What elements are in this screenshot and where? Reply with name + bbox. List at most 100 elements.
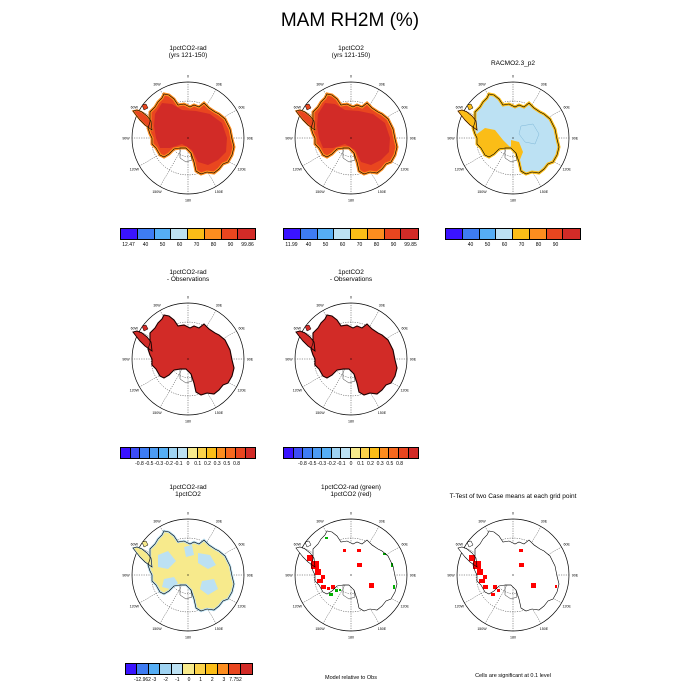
p5-lon-label-3: 90E	[410, 357, 417, 361]
cb1-tick-label-4: 70	[193, 242, 200, 248]
p8-lon-label-3: 90E	[410, 573, 417, 577]
p5-meridian-5	[350, 358, 380, 408]
cb7-color-box-1	[137, 664, 149, 674]
cb2-color-box-4	[351, 229, 368, 239]
p2-ross-shelf	[342, 147, 356, 163]
p7-meridian-2	[187, 546, 237, 576]
p2-lon-label-6: 180	[348, 198, 354, 202]
cb4-color-box-13	[245, 448, 256, 458]
p5-meridian-1	[350, 310, 380, 360]
p8-sig-red-cell-9	[369, 583, 374, 588]
p5-lon-label-7: 150W	[315, 411, 325, 415]
p7-meridian-10	[139, 546, 189, 576]
p1-lon-label-4: 120E	[237, 167, 246, 171]
p2-lon-label-3: 90E	[410, 136, 417, 140]
p8-lon-label-0: 0	[350, 511, 352, 515]
panel-2-title-line-2: (yrs 121-150)	[331, 52, 371, 59]
p8-lon-label-2: 60E	[401, 542, 408, 546]
p7-northeast-patch	[198, 553, 216, 569]
p9-lon-label-10: 60W	[456, 542, 464, 546]
panel-title-9: T-Test of two Case means at each grid po…	[418, 493, 608, 500]
cb4-color-box-10	[216, 448, 227, 458]
p5-lon-label-2: 60E	[401, 326, 408, 330]
cb1-color-box-6	[221, 229, 239, 239]
cb4-tick-label-9: 0.5	[223, 461, 231, 467]
p4-lon-label-7: 150W	[152, 411, 162, 415]
p2-lon-label-1: 30E	[379, 83, 386, 87]
cb4-color-box-1	[130, 448, 141, 458]
p4-lon-label-10: 60W	[131, 326, 139, 330]
p7-land-fill	[146, 529, 236, 613]
panel-title-8: 1pctCO2-rad (green) 1pctCO2 (red)	[266, 484, 436, 498]
polar-map-panel-1: 0 30E 60E 90E 120E 150E 180 150W 120W 90W 60W 30W	[122, 74, 253, 202]
p3-ross-shelf	[504, 147, 518, 163]
panel-8-title-line-2: 1pctCO2 (red)	[330, 491, 372, 498]
p4-lon-label-6: 180	[185, 419, 191, 423]
p8-lon-label-4: 120E	[400, 604, 409, 608]
p4-coastline	[147, 314, 235, 396]
cb2-tick-label-6: 90	[390, 242, 397, 248]
cb2-color-box-0	[284, 229, 301, 239]
p9-sig-red-cell-9	[531, 583, 536, 588]
p8-land-group	[296, 531, 397, 611]
cb3-color-box-2	[479, 229, 497, 239]
cb4-color-box-9	[207, 448, 217, 458]
p5-meridian-10	[302, 330, 352, 360]
cb4-tick-label-4: -0.1	[173, 461, 183, 467]
cb3-tick-label-3: 70	[518, 242, 525, 248]
p9-land-group	[458, 531, 559, 611]
cb4-tick-label-6: 0.1	[194, 461, 202, 467]
p9-sig-red-cell-11	[497, 589, 500, 592]
p8-sig-green-cell-2	[339, 589, 341, 591]
p3-meridian-1	[512, 89, 542, 139]
cb3-tick-label-5: 90	[552, 242, 559, 248]
p8-sig-green-cell-3	[391, 563, 393, 567]
p4-lon-label-3: 90E	[247, 357, 254, 361]
p3-lon-label-3: 90E	[572, 136, 579, 140]
cb5-tick-label-9: 0.5	[386, 461, 394, 467]
p9-lon-label-1: 30E	[541, 520, 548, 524]
p4-meridian-7	[159, 358, 189, 408]
p4-peninsula-coast	[132, 330, 153, 352]
panel-1-title-line-2: (yrs 121-150)	[168, 52, 208, 59]
p7-lon-label-2: 60E	[238, 542, 245, 546]
p1-pole-marker	[187, 137, 189, 139]
cb3-color-box-0	[446, 229, 463, 239]
p7-lon-label-0: 0	[187, 511, 189, 515]
panel-title-1: 1pctCO2-rad (yrs 121-150)	[103, 45, 273, 59]
p7-lon-label-8: 120W	[130, 604, 140, 608]
cb4-color-box-2	[140, 448, 150, 458]
p8-sig-green-cell-1	[335, 589, 338, 592]
p7-pole-marker	[187, 574, 189, 576]
p2-meridian-8	[302, 137, 352, 167]
p7-west-patch	[158, 551, 176, 569]
cb2-tick-label-3: 60	[339, 242, 346, 248]
p9-meridian-2	[512, 546, 562, 576]
p2-lon-label-2: 60E	[401, 105, 408, 109]
p4-lon-label-1: 30E	[216, 304, 223, 308]
p7-coastline	[147, 530, 235, 612]
p3-lon-label-9: 90W	[447, 136, 455, 140]
p7-ross-shelf	[179, 584, 193, 600]
p9-ross-shelf	[504, 584, 518, 600]
p8-island-coast	[304, 540, 312, 548]
cb4-tick-label-2: -0.3	[154, 461, 164, 467]
p5-lon-label-5: 150E	[378, 411, 387, 415]
p9-lon-label-4: 120E	[562, 604, 571, 608]
p5-meridian-7	[322, 358, 352, 408]
p2-meridian-10	[302, 109, 352, 139]
p9-peninsula-fill	[458, 547, 477, 567]
p9-island-coast	[466, 540, 474, 548]
cb5-color-box-5	[331, 448, 342, 458]
cb2-color-box-7	[401, 229, 418, 239]
p8-sig-red-cell-10	[343, 549, 346, 552]
p3-lon-label-2: 60E	[563, 105, 570, 109]
panel-title-4: 1pctCO2-rad - Observations	[103, 269, 273, 283]
cb3-tick-label-2: 60	[501, 242, 508, 248]
model-relative-note: Model relative to Obs	[325, 675, 377, 681]
panel-title-5: 1pctCO2 - Observations	[266, 269, 436, 283]
p7-lon-label-10: 60W	[131, 542, 139, 546]
p8-ross-shelf	[342, 584, 356, 600]
p9-meridian-10	[464, 546, 514, 576]
cb7-color-box-0	[126, 664, 138, 674]
